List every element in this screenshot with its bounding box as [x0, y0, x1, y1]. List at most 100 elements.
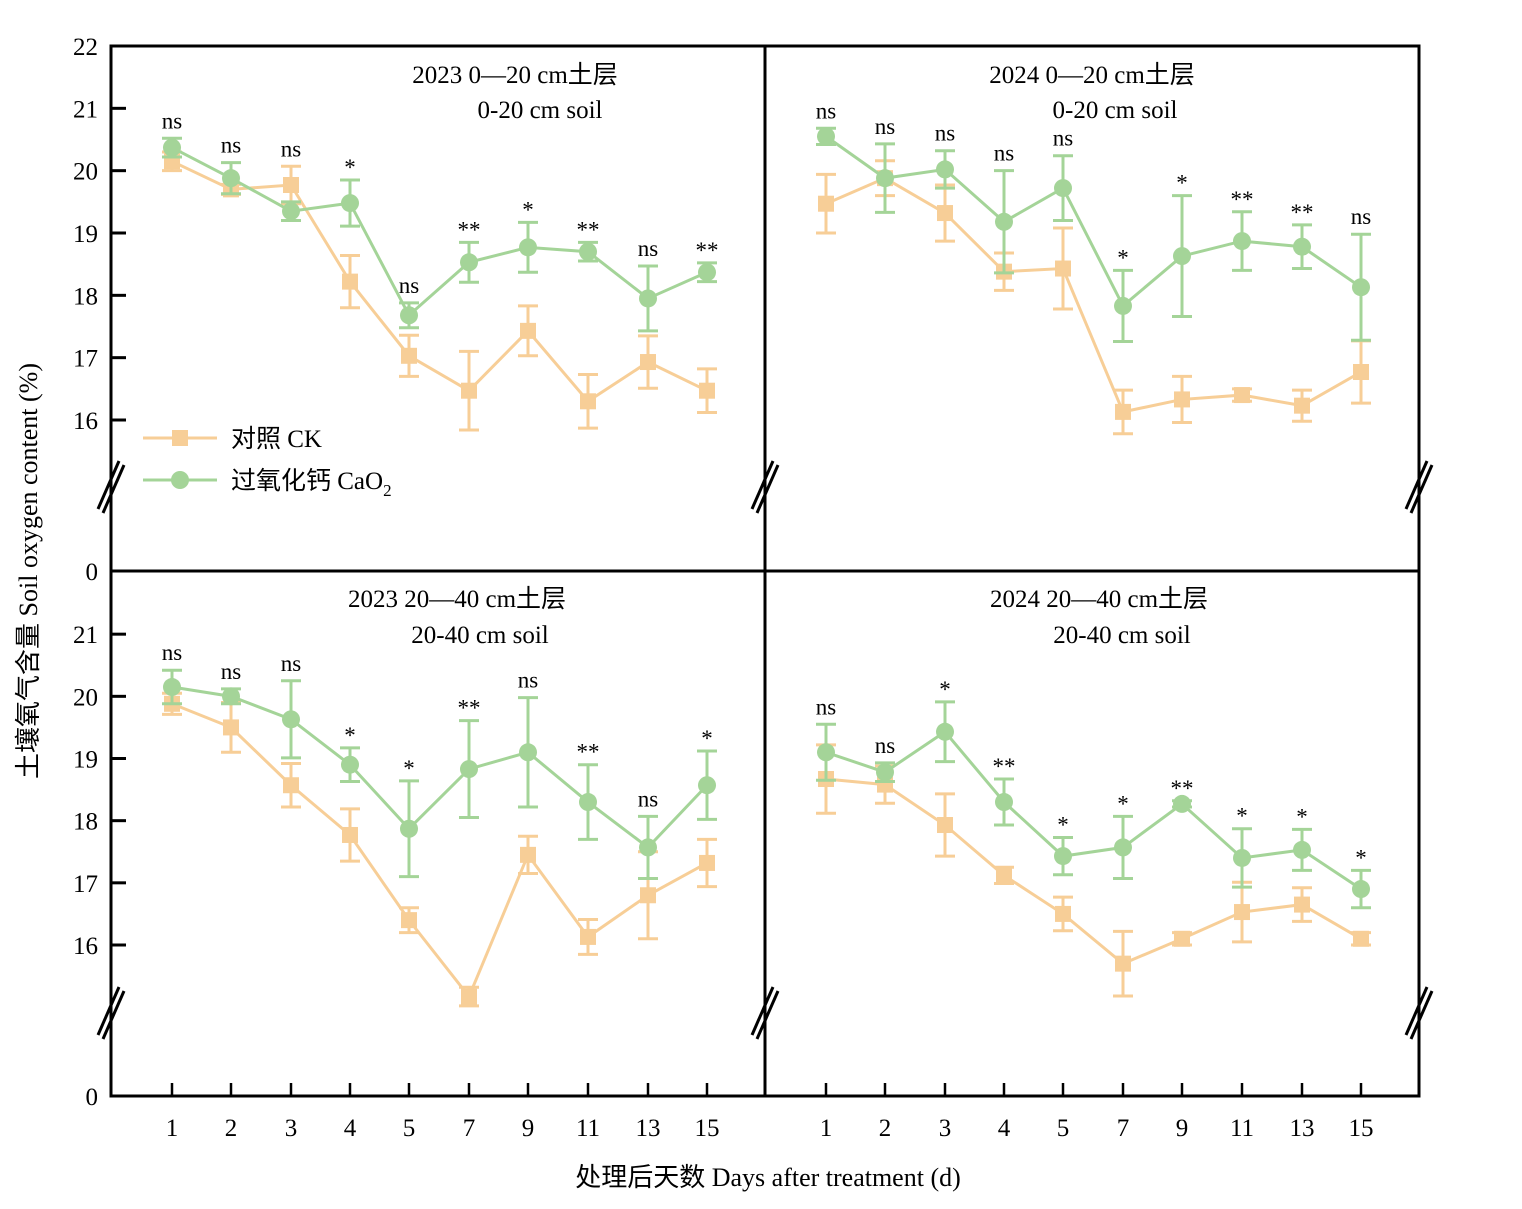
x-tick-label: 11 — [1230, 1115, 1254, 1142]
significance-label: * — [1296, 804, 1308, 829]
data-point-ck — [640, 354, 656, 371]
data-point-ck — [1294, 896, 1310, 913]
panel-subtitle: 0-20 cm soil — [1053, 97, 1178, 124]
data-point-cao2 — [519, 743, 537, 762]
data-point-cao2 — [1054, 179, 1072, 198]
data-point-ck — [461, 382, 477, 399]
significance-label: * — [403, 756, 415, 781]
x-tick-label: 7 — [463, 1115, 476, 1142]
data-point-ck — [996, 867, 1012, 884]
data-point-ck — [401, 347, 417, 364]
significance-label: ns — [162, 108, 183, 133]
data-point-cao2 — [400, 306, 418, 325]
significance-label: ** — [993, 754, 1016, 779]
significance-label: * — [939, 677, 951, 702]
significance-label: ns — [994, 141, 1015, 166]
significance-label: ns — [816, 98, 837, 123]
significance-label: ns — [816, 694, 837, 719]
y-tick-label: 20 — [73, 159, 98, 186]
series-ck — [162, 150, 717, 432]
significance-label: ns — [281, 136, 302, 161]
data-point-ck — [699, 382, 715, 399]
data-point-cao2 — [460, 253, 478, 272]
data-point-cao2 — [817, 127, 835, 146]
series-line-ck — [825, 176, 1362, 414]
data-point-cao2 — [163, 138, 181, 157]
legend-circle-marker-icon — [171, 471, 189, 489]
x-tick-label: 15 — [695, 1115, 720, 1142]
x-tick-label: 9 — [522, 1115, 535, 1142]
data-point-cao2 — [282, 710, 300, 729]
data-point-ck — [223, 719, 239, 736]
frame-layer — [94, 44, 1436, 1098]
data-point-cao2 — [639, 289, 657, 308]
axis-break-bottom-0-slash-b — [101, 990, 126, 1040]
axis-break-bottom-0-slash-a — [96, 986, 121, 1036]
y-tick-label: 16 — [73, 933, 98, 960]
data-point-cao2 — [282, 202, 300, 221]
y-tick-label: 16 — [73, 408, 98, 435]
data-point-ck — [699, 854, 715, 871]
y-tick-label: 18 — [73, 809, 98, 836]
significance-label: * — [1117, 791, 1129, 816]
data-point-cao2 — [639, 838, 657, 857]
data-point-cao2 — [1054, 847, 1072, 866]
data-point-ck — [1234, 904, 1250, 921]
significance-label: ns — [281, 651, 302, 676]
legend-square-marker-icon — [172, 430, 188, 446]
significance-label: ns — [638, 786, 659, 811]
series-line-cao2 — [171, 685, 709, 850]
significance-label: ns — [875, 114, 896, 139]
legend-item-cao2: 过氧化钙 CaO2 — [143, 467, 392, 500]
y-tick-label-zero: 0 — [86, 559, 99, 586]
series-line-ck — [825, 777, 1362, 966]
data-point-cao2 — [876, 763, 894, 782]
significance-label: * — [1057, 812, 1069, 837]
significance-label: ns — [1351, 204, 1372, 229]
series-line-cao2 — [825, 135, 1362, 309]
significance-label: * — [1355, 845, 1367, 870]
panel-subtitle: 20-40 cm soil — [1053, 622, 1191, 649]
significance-label: * — [1236, 804, 1248, 829]
axis-break-bottom-1-slash-a — [750, 986, 775, 1036]
data-point-cao2 — [222, 687, 240, 706]
panel-subtitle: 20-40 cm soil — [411, 622, 549, 649]
data-point-cao2 — [1293, 237, 1311, 256]
axis-break-top-2 — [1402, 457, 1436, 517]
panel-title: 2024 0—20 cm土层 — [989, 61, 1195, 89]
series-cao2 — [162, 136, 717, 333]
panel-title: 2023 0—20 cm土层 — [412, 61, 618, 89]
panel-title: 2024 20—40 cm土层 — [990, 585, 1208, 613]
significance-label: * — [344, 155, 356, 180]
panel-title: 2023 20—40 cm土层 — [348, 585, 566, 613]
axis-break-top-1 — [748, 457, 782, 517]
data-point-cao2 — [817, 743, 835, 762]
significance-label: ** — [577, 217, 600, 242]
axis-break-bottom-2-slash-a — [1404, 986, 1429, 1036]
data-point-ck — [1055, 260, 1071, 277]
data-point-cao2 — [936, 722, 954, 741]
series-line-cao2 — [171, 146, 708, 318]
data-point-cao2 — [995, 793, 1013, 812]
y-tick-label: 19 — [73, 747, 98, 774]
significance-label: ** — [458, 217, 481, 242]
data-point-cao2 — [1233, 848, 1251, 867]
data-point-cao2 — [1233, 232, 1251, 251]
data-point-cao2 — [400, 819, 418, 838]
data-point-cao2 — [876, 169, 894, 188]
significance-label: ns — [221, 133, 242, 158]
data-point-ck — [342, 273, 358, 290]
legend-label-subscript: 2 — [383, 481, 392, 500]
data-point-cao2 — [341, 194, 359, 213]
x-tick-label: 1 — [820, 1115, 833, 1142]
x-tick-label: 13 — [1290, 1115, 1315, 1142]
data-point-cao2 — [163, 678, 181, 697]
series-ck — [162, 691, 717, 1008]
x-tick-label: 3 — [939, 1115, 952, 1142]
legend: 对照 CK 过氧化钙 CaO2 — [143, 425, 392, 500]
panel-subtitle: 0-20 cm soil — [478, 97, 603, 124]
